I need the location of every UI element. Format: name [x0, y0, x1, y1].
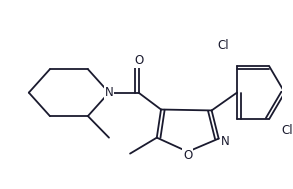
- Text: N: N: [221, 135, 230, 148]
- Text: O: O: [183, 149, 193, 162]
- Text: Cl: Cl: [217, 39, 229, 52]
- Text: O: O: [134, 54, 143, 67]
- Text: N: N: [105, 86, 113, 99]
- Text: Cl: Cl: [282, 124, 293, 137]
